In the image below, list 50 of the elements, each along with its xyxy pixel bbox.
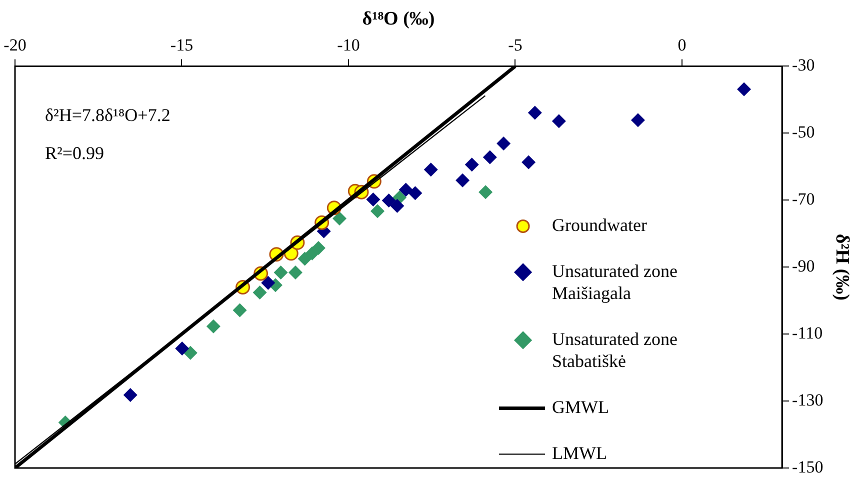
point — [630, 113, 645, 128]
point — [261, 276, 276, 290]
point — [496, 136, 511, 151]
x-axis-title: δ¹⁸O (‰) — [362, 8, 435, 30]
y-tick-label: -110 — [792, 324, 823, 343]
point — [424, 162, 438, 177]
legend-label: Groundwater — [552, 214, 648, 235]
x-tick-label: 0 — [678, 35, 686, 54]
point — [408, 186, 422, 200]
y-tick-label: -50 — [792, 122, 815, 142]
point — [456, 173, 470, 188]
y-axis-title: δ²H (‰) — [832, 234, 853, 300]
point — [464, 158, 479, 172]
point — [232, 303, 247, 318]
point — [175, 341, 190, 356]
point — [298, 252, 312, 266]
point — [370, 204, 385, 218]
point — [288, 265, 302, 280]
point — [398, 182, 413, 197]
point — [274, 265, 288, 280]
point — [206, 319, 220, 334]
point — [482, 150, 497, 164]
annotation: R²=0.99 — [45, 142, 104, 163]
legend-label: GMWL — [552, 396, 610, 417]
point — [528, 106, 542, 120]
point — [390, 198, 404, 213]
point — [311, 241, 326, 256]
x-tick-label: -20 — [4, 35, 26, 54]
point — [252, 286, 267, 300]
x-tick-label: -15 — [170, 35, 194, 54]
legend-label: Unsaturated zone Stabatiškė — [552, 328, 678, 371]
point — [183, 346, 198, 360]
x-tick-label: -5 — [508, 35, 522, 54]
y-tick-label: -30 — [792, 56, 815, 75]
annotation: δ²H=7.8δ¹⁸O+7.2 — [45, 104, 170, 125]
point — [552, 114, 566, 128]
legend-label: LMWL — [552, 442, 608, 463]
point — [382, 193, 396, 208]
y-tick-label: -70 — [792, 190, 815, 209]
point — [522, 155, 536, 170]
point — [123, 388, 138, 402]
legend-label: Unsaturated zone Maišiagala — [552, 260, 678, 303]
y-tick-label: -150 — [792, 457, 824, 476]
point — [478, 185, 493, 200]
point — [366, 192, 380, 206]
y-tick-label: -90 — [792, 256, 815, 276]
point — [332, 212, 346, 226]
x-tick-label: -10 — [337, 35, 360, 54]
point — [737, 82, 752, 96]
y-tick-label: -130 — [792, 390, 824, 410]
